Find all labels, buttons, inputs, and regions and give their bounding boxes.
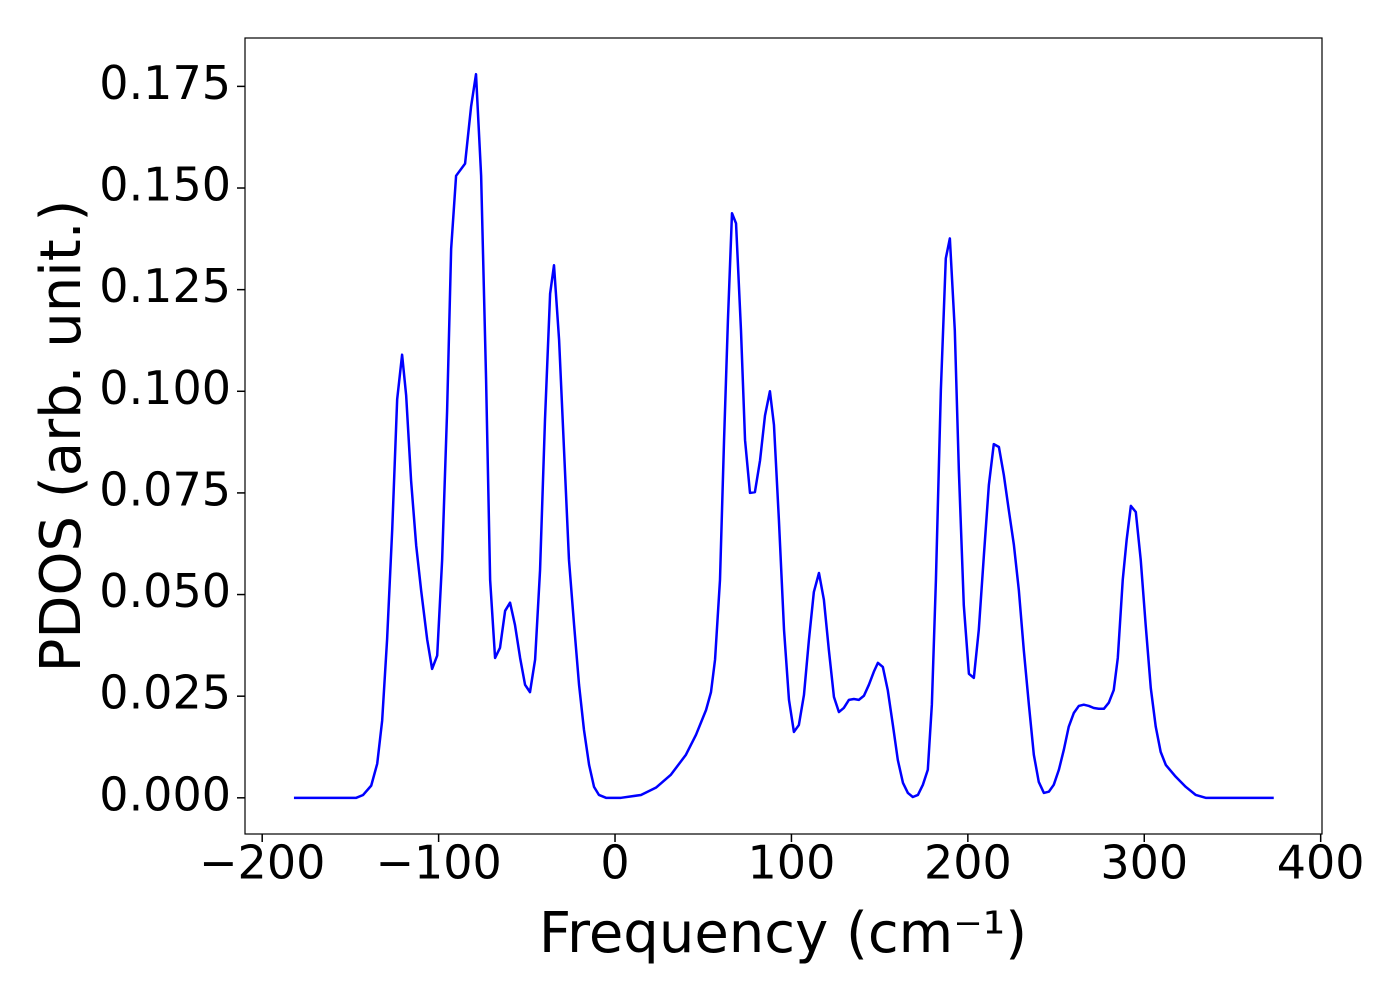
y-tick-label: 0.075: [99, 462, 231, 516]
x-tick-label: 0: [600, 836, 629, 890]
y-tick-label: 0.150: [99, 158, 231, 212]
y-tick-label: 0.050: [99, 564, 231, 618]
y-tick-label: 0.025: [99, 666, 231, 720]
x-tick-label: 400: [1277, 836, 1365, 890]
y-tick-label: 0.175: [99, 56, 231, 110]
x-tick-label: −100: [375, 836, 501, 890]
y-tick-label: 0.000: [99, 767, 231, 821]
x-tick-label: 200: [924, 836, 1012, 890]
y-tick-label: 0.125: [99, 259, 231, 313]
data-line: [293, 72, 1274, 800]
x-tick-label: −200: [199, 836, 325, 890]
x-axis-label: Frequency (cm⁻¹): [539, 901, 1027, 966]
plot-frame: [244, 37, 1323, 835]
y-tick-label: 0.100: [99, 361, 231, 415]
x-tick-label: 100: [748, 836, 836, 890]
x-tick-label: 300: [1100, 836, 1188, 890]
y-axis-label: PDOS (arb. unit.): [29, 200, 94, 673]
